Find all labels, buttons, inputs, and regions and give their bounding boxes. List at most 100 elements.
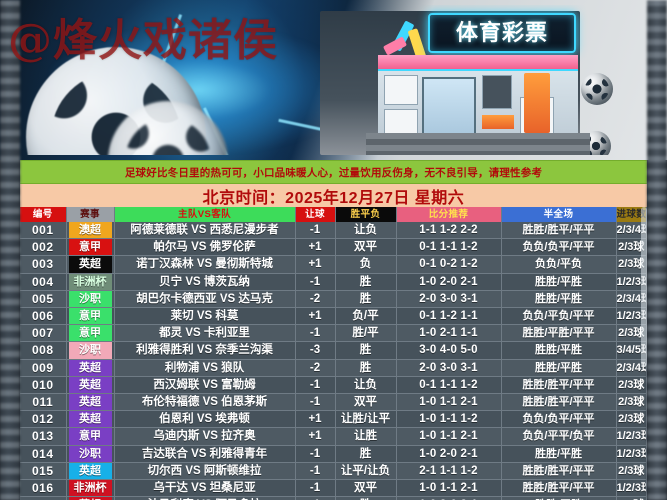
table-row[interactable]: 004 非洲杯 贝宁 VS 博茨瓦纳 -1 胜 1-0 2-0 2-1 胜胜/平胜 1/2/3… [20,273,647,291]
cell-league: 非洲杯 [66,273,115,291]
cell-goals: 2/3球 [616,324,647,343]
hero-image: 体育彩票 [20,5,647,155]
league-badge: 澳超 [68,222,112,238]
cell-score: 0-1 0-2 1-2 [396,255,502,274]
shop-sign-text: 体育彩票 [428,13,576,53]
cell-score: 2-0 3-0 3-1 [396,359,502,377]
league-badge: 意甲 [68,308,112,324]
header-handicap[interactable]: 让球 [295,207,336,222]
header-no[interactable]: 编号 [20,207,67,222]
table-row[interactable]: 017葡超法马利康 VS 阿马多拉-1胜1-0 2-0 2-1胜胜/平胜2/3球 [20,496,647,500]
cell-goals: 2/3球 [616,255,647,274]
cell-handicap: -1 [295,462,336,481]
cell-handicap: -2 [295,290,336,309]
cell-no: 013 [20,427,67,446]
cell-halffull: 负负/平负 [501,255,617,274]
table-row[interactable]: 008 沙职 利雅得胜利 VS 奈季兰沟渠 -3 胜 3-0 4-0 5-0 胜胜/平胜 3/… [20,341,647,360]
matches-table-container[interactable]: 编号 赛事 主队VS客队 让球 胜平负 比分推荐 半全场 进球数 001 澳超 阿德… [20,207,647,500]
cell-wdl: 让负 [335,222,397,240]
cell-match: 帕尔马 VS 佛罗伦萨 [114,238,296,257]
table-row[interactable]: 003 英超 诺丁汉森林 VS 曼彻斯特城 +1 负 0-1 0-2 1-2 负负/平负 2/… [20,255,647,274]
header-score[interactable]: 比分推荐 [396,207,502,222]
cell-no: 004 [20,273,67,291]
table-row[interactable]: 010 英超 西汉姆联 VS 富勒姆 -1 让负 0-1 1-1 1-2 胜胜/胜平/平平 2… [20,376,647,395]
cell-wdl: 双平 [335,479,397,498]
league-badge: 英超 [68,256,112,273]
cell-match: 西汉姆联 VS 富勒姆 [114,376,296,395]
cell-score: 1-0 1-1 2-1 [396,479,502,498]
shop-promo-banner [524,73,550,133]
cell-wdl: 让负 [335,376,397,395]
table-row[interactable]: 015 英超 切尔西 VS 阿斯顿维拉 -1 让平/让负 2-1 1-1 1-2 胜胜/胜平… [20,462,647,481]
header-match[interactable]: 主队VS客队 [114,207,296,222]
cell-wdl: 让胜/让平 [335,410,397,429]
cell-halffull: 胜胜/胜平/平平 [501,479,617,498]
cell-wdl: 双平 [335,393,397,412]
cell-handicap: -1 [295,479,336,498]
cell-goals: 1/2/3球 [616,273,647,291]
cell-no: 003 [20,255,67,274]
cell-goals: 3/4/5球 [616,341,647,360]
cell-halffull: 胜胜/平胜 [501,273,617,291]
table-row[interactable]: 002 意甲 帕尔马 VS 佛罗伦萨 +1 双平 0-1 1-1 1-2 负负/负平/平平 2… [20,238,647,257]
shop-awning [378,55,578,69]
league-badge: 英超 [68,462,112,479]
header-goals[interactable]: 进球数 [616,207,647,222]
cell-handicap: -3 [295,341,336,360]
cell-score: 2-1 1-1 1-2 [396,462,502,481]
cell-league: 意甲 [66,427,115,446]
league-badge: 意甲 [68,428,112,445]
cell-league: 意甲 [66,307,115,326]
table-row[interactable]: 006 意甲 莱切 VS 科莫 +1 负/平 0-1 1-2 1-1 负负/平负/平平 1/2… [20,307,647,326]
cell-goals: 2/3球 [616,393,647,412]
cell-wdl: 胜 [335,341,397,360]
cell-wdl: 胜 [335,359,397,377]
cell-halffull: 胜胜/平胜 [501,341,617,360]
cell-match: 莱切 VS 科莫 [114,307,296,326]
table-row[interactable]: 013 意甲 乌迪内斯 VS 拉齐奥 +1 让胜 1-0 1-1 2-1 负负/平平/负平 1… [20,427,647,446]
cell-handicap: +1 [295,410,336,429]
table-body: 001 澳超 阿德莱德联 VS 西悉尼漫步者 -1 让负 1-1 1-2 2-2 胜胜/胜平… [20,222,647,500]
cell-handicap: -1 [295,445,336,463]
cell-no: 017 [20,496,67,500]
cell-league: 英超 [66,359,115,377]
cell-goals: 2/3球 [616,462,647,481]
league-badge: 意甲 [68,239,112,255]
shop-promo-banner [482,115,514,129]
cell-league: 沙职 [66,290,115,309]
table-row[interactable]: 005 沙职 胡巴尔卡德西亚 VS 达马克 -2 胜 2-0 3-0 3-1 胜胜/平胜 2/… [20,290,647,309]
table-row[interactable]: 001 澳超 阿德莱德联 VS 西悉尼漫步者 -1 让负 1-1 1-2 2-2 胜胜/胜平… [20,222,647,240]
cell-no: 001 [20,222,67,240]
league-badge: 意甲 [68,325,112,341]
table-row[interactable]: 014 沙职 吉达联合 VS 利雅得青年 -1 胜 1-0 2-0 2-1 胜胜/平胜 1/2… [20,445,647,463]
cell-score: 0-1 1-1 1-2 [396,238,502,257]
cell-halffull: 胜胜/平胜/平平 [501,324,617,343]
league-badge: 沙职 [68,290,112,307]
cell-match: 乌迪内斯 VS 拉齐奥 [114,427,296,446]
cell-match: 乌干达 VS 坦桑尼亚 [114,479,296,498]
cell-halffull: 胜胜/平胜 [501,445,617,463]
header-halffull[interactable]: 半全场 [501,207,617,222]
table-row[interactable]: 007 意甲 都灵 VS 卡利亚里 -1 胜/平 1-0 2-1 1-1 胜胜/平胜/平平 2… [20,324,647,343]
cell-no: 012 [20,410,67,429]
league-badge: 英超 [68,394,112,410]
table-row[interactable]: 016 非洲杯 乌干达 VS 坦桑尼亚 -1 双平 1-0 1-1 2-1 胜胜/胜平/平平… [20,479,647,498]
cell-no: 010 [20,376,67,395]
cell-score: 0-1 1-1 1-2 [396,376,502,395]
cell-match: 切尔西 VS 阿斯顿维拉 [114,462,296,481]
matches-table: 编号 赛事 主队VS客队 让球 胜平负 比分推荐 半全场 进球数 001 澳超 阿德… [20,207,647,500]
header-league[interactable]: 赛事 [66,207,115,222]
scrollbar-thumb[interactable] [641,207,647,367]
cell-goals: 2/3球 [616,376,647,395]
cell-score: 1-0 1-1 2-1 [396,427,502,446]
table-row[interactable]: 012 英超 伯恩利 VS 埃弗顿 +1 让胜/让平 1-0 1-1 1-2 负负/负平/平… [20,410,647,429]
table-row[interactable]: 011 英超 布伦特福德 VS 伯恩茅斯 -1 双平 1-0 1-1 2-1 胜胜/胜平/平… [20,393,647,412]
header-wdl[interactable]: 胜平负 [335,207,397,222]
cell-handicap: +1 [295,427,336,446]
cell-no: 006 [20,307,67,326]
cell-match: 吉达联合 VS 利雅得青年 [114,445,296,463]
cell-wdl: 双平 [335,238,397,257]
cell-score: 2-0 3-0 3-1 [396,290,502,309]
arrow-mark-icon [382,36,408,56]
